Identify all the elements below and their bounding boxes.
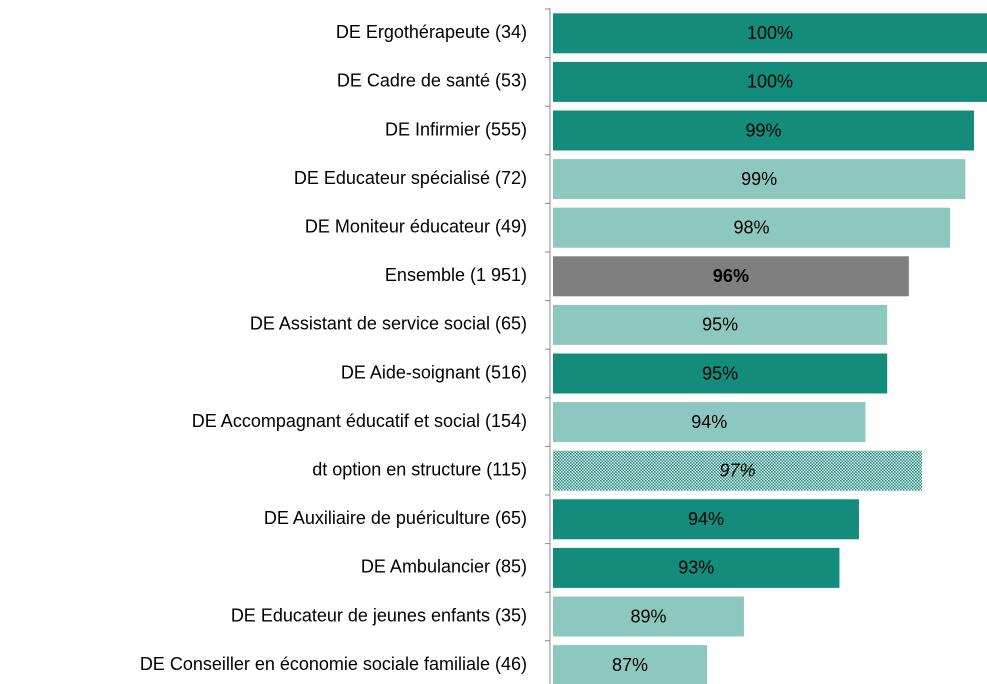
- value-label: 99%: [741, 169, 777, 189]
- value-label: 100%: [747, 72, 793, 92]
- value-label: 95%: [702, 315, 738, 335]
- bar: [553, 645, 708, 684]
- category-label: DE Educateur de jeunes enfants (35): [231, 605, 527, 625]
- category-label: DE Conseiller en économie sociale famili…: [140, 654, 527, 674]
- bar: [553, 353, 888, 394]
- category-label: DE Cadre de santé (53): [337, 71, 527, 91]
- category-label: DE Moniteur éducateur (49): [305, 216, 527, 236]
- bar: [553, 547, 840, 588]
- category-label: DE Educateur spécialisé (72): [294, 168, 527, 188]
- bar: [553, 402, 866, 443]
- bar: [553, 304, 888, 345]
- bar: [553, 499, 859, 540]
- category-label: DE Ergothérapeute (34): [336, 22, 527, 42]
- bar: [553, 159, 966, 200]
- value-label: 96%: [713, 266, 749, 286]
- value-label: 97%: [719, 460, 755, 480]
- category-label: DE Ambulancier (85): [361, 557, 527, 577]
- value-label: 99%: [745, 120, 781, 140]
- value-label: 94%: [688, 509, 724, 529]
- value-label: 94%: [691, 412, 727, 432]
- value-label: 100%: [747, 23, 793, 43]
- bar: [553, 596, 744, 637]
- value-label: 95%: [702, 363, 738, 383]
- category-label: Ensemble (1 951): [385, 265, 527, 285]
- bar: [553, 13, 987, 54]
- category-label: DE Aide-soignant (516): [341, 362, 527, 382]
- bar: [553, 61, 987, 102]
- category-label: DE Infirmier (555): [385, 119, 527, 139]
- value-label: 87%: [612, 655, 648, 675]
- category-label: DE Accompagnant éducatif et social (154): [192, 411, 527, 431]
- value-label: 98%: [734, 217, 770, 237]
- value-label: 93%: [678, 558, 714, 578]
- bar: [553, 207, 951, 248]
- value-label: 89%: [630, 606, 666, 626]
- bar: [553, 450, 922, 491]
- category-label: DE Auxiliaire de puériculture (65): [264, 508, 527, 528]
- bar: [553, 256, 909, 297]
- bar: [553, 110, 974, 151]
- category-label: dt option en structure (115): [312, 459, 527, 479]
- category-label: DE Assistant de service social (65): [250, 314, 527, 334]
